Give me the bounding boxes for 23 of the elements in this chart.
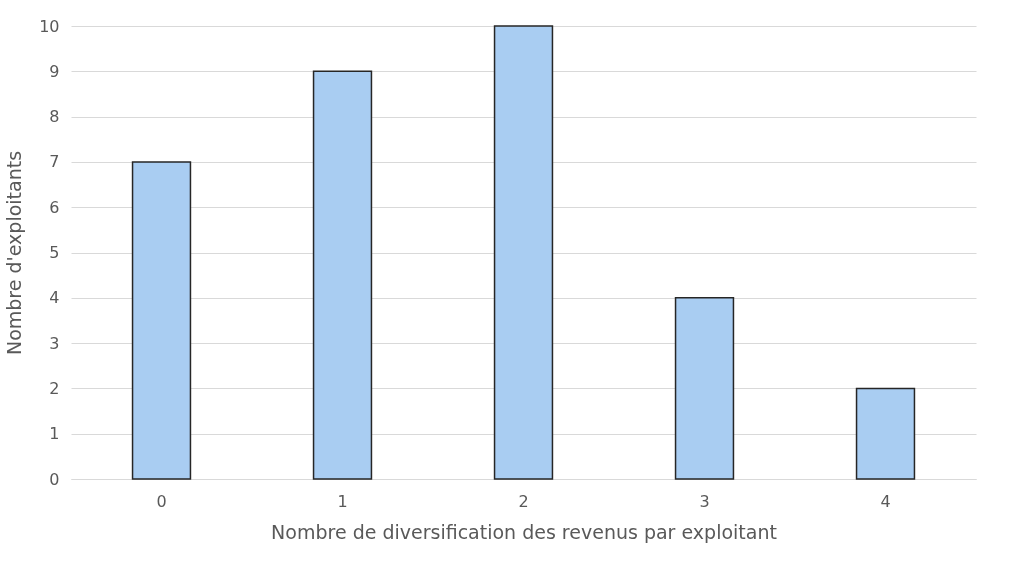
y-tick-label: 9 [49,61,60,81]
bar [493,25,554,480]
x-tick-label: 2 [518,491,529,511]
y-tick-label: 1 [49,424,60,444]
bar [312,70,373,480]
y-tick-label: 5 [49,243,60,262]
y-tick-label: 10 [39,16,60,36]
bar [131,161,192,480]
y-axis-title: Nombre d'exploitants [3,150,26,356]
y-tick-label: 0 [49,469,60,489]
x-tick-label: 1 [337,491,348,511]
bar [855,387,916,480]
x-axis-title: Nombre de diversification des revenus par exploitant [271,520,777,543]
x-tick-label: 4 [880,491,891,511]
bar [674,297,735,480]
y-tick-label: 2 [49,378,60,398]
x-tick-label: 3 [699,491,710,511]
y-tick-label: 8 [49,107,60,127]
y-tick-label: 3 [49,333,60,353]
y-tick-label: 4 [49,288,60,308]
y-tick-label: 6 [49,197,60,217]
x-tick-label: 0 [156,491,167,511]
y-tick-label: 7 [49,152,60,172]
